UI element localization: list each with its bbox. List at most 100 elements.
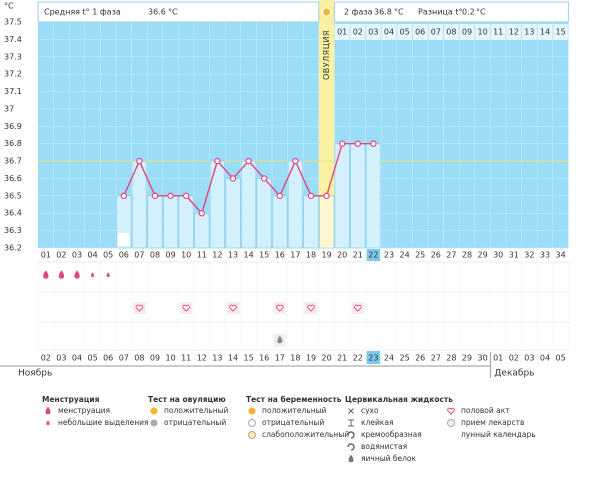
x-tick-label: 24 bbox=[400, 251, 410, 260]
legend-item: слабоположительный bbox=[262, 430, 349, 439]
phase2-day-cell bbox=[397, 24, 412, 40]
ovulation-column bbox=[318, 0, 335, 248]
date-label: 12 bbox=[197, 354, 207, 363]
x-tick-label: 04 bbox=[88, 251, 98, 260]
temp-bar bbox=[163, 195, 179, 249]
x-tick-label: 03 bbox=[72, 251, 82, 260]
today-box bbox=[366, 249, 381, 261]
y-tick-label: 36.8 bbox=[4, 139, 22, 148]
phase1-avg: 36.6 bbox=[148, 8, 166, 17]
date-label: 15 bbox=[244, 354, 254, 363]
y-tick-label: 36.3 bbox=[4, 226, 22, 235]
temp-point bbox=[354, 140, 361, 147]
temp-bar bbox=[178, 195, 194, 249]
x-tick-label: 16 bbox=[275, 251, 285, 260]
x-tick-label: 07 bbox=[134, 251, 144, 260]
phase2-day-cell bbox=[475, 24, 490, 40]
phase2-day-cell bbox=[506, 24, 522, 40]
ovulation-label: ОВУЛЯЦИЯ bbox=[322, 30, 331, 80]
phase1-label: Средняя t° 1 фаза bbox=[44, 8, 121, 17]
legend-icon bbox=[347, 431, 355, 439]
x-tick-label: 17 bbox=[290, 251, 300, 260]
phase2-day: 09 bbox=[462, 28, 472, 37]
x-tick-label: 10 bbox=[181, 251, 191, 260]
x-tick-label: 01 bbox=[41, 251, 51, 260]
legend-icon bbox=[248, 431, 256, 439]
date-label: 10 bbox=[166, 354, 176, 363]
phase2-day-cell bbox=[490, 24, 506, 40]
phase2-day: 06 bbox=[415, 28, 425, 37]
legend-item: клейкая bbox=[361, 418, 393, 427]
legend-icon bbox=[347, 443, 355, 451]
x-tick-label: 12 bbox=[212, 251, 222, 260]
phase2-day-cell bbox=[459, 24, 475, 40]
temp-bar bbox=[256, 178, 272, 249]
today-date-box bbox=[366, 351, 381, 364]
date-label: 03 bbox=[524, 354, 534, 363]
temp-point bbox=[292, 157, 299, 165]
date-label: 28 bbox=[446, 354, 456, 363]
phase2-avg: 36.8 bbox=[374, 8, 392, 17]
phase2-day: 04 bbox=[384, 28, 394, 37]
x-tick-label: 22 bbox=[368, 251, 378, 260]
temp-bar bbox=[225, 178, 241, 249]
menstruation-icon bbox=[74, 270, 80, 279]
temp-bar bbox=[365, 143, 382, 249]
x-tick-label: 14 bbox=[244, 251, 254, 260]
phase2-day-cell bbox=[381, 24, 397, 40]
temp-point bbox=[370, 140, 377, 147]
date-label: 29 bbox=[462, 354, 472, 363]
menstruation-icon bbox=[58, 270, 65, 279]
x-tick-label: 09 bbox=[166, 251, 176, 260]
spotting-icon bbox=[91, 272, 95, 278]
legend-icon bbox=[447, 419, 455, 427]
intercourse-icon bbox=[276, 304, 284, 312]
intercourse-icon bbox=[229, 304, 237, 312]
date-label: 08 bbox=[134, 354, 144, 363]
intercourse-icon bbox=[354, 304, 362, 312]
date-label: 17 bbox=[275, 354, 285, 363]
x-tick-label: 26 bbox=[431, 251, 441, 260]
legend-icon bbox=[46, 420, 50, 426]
y-tick-label: 36.9 bbox=[4, 122, 22, 131]
date-label: 30 bbox=[478, 354, 488, 363]
date-label: 05 bbox=[556, 354, 566, 363]
phase2-day: 15 bbox=[556, 28, 566, 37]
legend-icon bbox=[348, 454, 354, 463]
date-label: 01 bbox=[493, 354, 503, 363]
legend-icon bbox=[248, 407, 256, 415]
phase2-day-cell bbox=[334, 24, 350, 40]
legend-icon bbox=[150, 419, 158, 427]
legend-icon bbox=[448, 431, 452, 439]
phase2-day: 07 bbox=[431, 28, 441, 37]
x-tick-label: 23 bbox=[384, 251, 394, 260]
temp-point bbox=[136, 157, 143, 165]
y-tick-label: 37.1 bbox=[4, 87, 22, 96]
temp-point bbox=[182, 192, 190, 200]
phase2-day: 01 bbox=[337, 28, 347, 37]
phase2-day: 13 bbox=[524, 28, 534, 37]
intercourse-icon bbox=[307, 304, 315, 312]
legend-icon bbox=[348, 408, 354, 414]
temp-point bbox=[323, 192, 330, 200]
x-tick-label: 34 bbox=[556, 251, 566, 260]
intercourse-icon bbox=[182, 304, 190, 312]
date-label: 25 bbox=[400, 354, 410, 363]
phase2-day: 05 bbox=[400, 28, 410, 37]
date-label: 05 bbox=[88, 354, 98, 363]
menstruation-icon bbox=[43, 270, 49, 279]
date-label: 13 bbox=[212, 354, 222, 363]
date-label: 16 bbox=[259, 354, 269, 363]
temp-point bbox=[245, 157, 252, 165]
phase2-day: 08 bbox=[446, 28, 456, 37]
intercourse-icon bbox=[135, 304, 144, 312]
temp-point bbox=[198, 210, 205, 217]
date-label: 19 bbox=[306, 354, 316, 363]
legend-item: кремообразная bbox=[361, 430, 422, 439]
ovulation-sun bbox=[322, 7, 332, 17]
legend-title: Тест на овуляцию bbox=[148, 395, 226, 404]
month-label: Декабрь bbox=[494, 369, 534, 379]
legend-icon bbox=[45, 406, 51, 415]
legend-item: прием лекарств bbox=[461, 418, 524, 427]
